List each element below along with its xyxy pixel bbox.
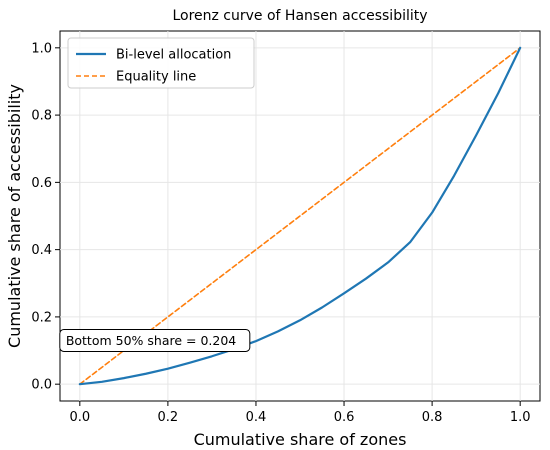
x-axis-title: Cumulative share of zones xyxy=(194,430,407,449)
x-tick-label: 1.0 xyxy=(510,410,531,425)
series-layer xyxy=(78,46,522,386)
annotation-text: Bottom 50% share = 0.204 xyxy=(66,333,236,348)
legend: Bi-level allocation Equality line xyxy=(67,37,255,89)
legend-box xyxy=(67,37,255,89)
axis-ticks: 0.0 0.2 0.4 0.6 0.8 1.0 0.0 0.2 0.4 0.6 0.8 1.0 xyxy=(31,41,530,425)
y-tick-label: 0.0 xyxy=(31,378,52,393)
chart-title: Lorenz curve of Hansen accessibility xyxy=(172,8,427,24)
y-axis-title: Cumulative share of accessibility xyxy=(5,84,24,348)
x-tick-label: 0.8 xyxy=(422,410,443,425)
x-tick-label: 0.4 xyxy=(246,410,267,425)
x-tick-label: 0.2 xyxy=(158,410,179,425)
annotation-box xyxy=(59,328,251,352)
x-tick-label: 0.6 xyxy=(334,410,355,425)
y-tick-label: 0.8 xyxy=(31,109,52,124)
y-tick-label: 1.0 xyxy=(31,41,52,56)
plot-area: 0.0 0.2 0.4 0.6 0.8 1.0 0.0 0.2 0.4 0.6 0.8 1.0 xyxy=(31,30,541,425)
series-line-bi-level-allocation xyxy=(78,46,522,386)
annotation-bottom-50-share: Bottom 50% share = 0.204 xyxy=(59,328,251,352)
y-tick-label: 0.6 xyxy=(31,176,52,191)
x-tick-label: 0.0 xyxy=(69,410,90,425)
series-line-equality-line xyxy=(79,47,521,385)
y-tick-label: 0.4 xyxy=(31,243,52,258)
legend-label-equality-line: Equality line xyxy=(116,70,196,85)
y-tick-label: 0.2 xyxy=(31,310,52,325)
legend-label-bi-level-allocation: Bi-level allocation xyxy=(116,48,231,63)
